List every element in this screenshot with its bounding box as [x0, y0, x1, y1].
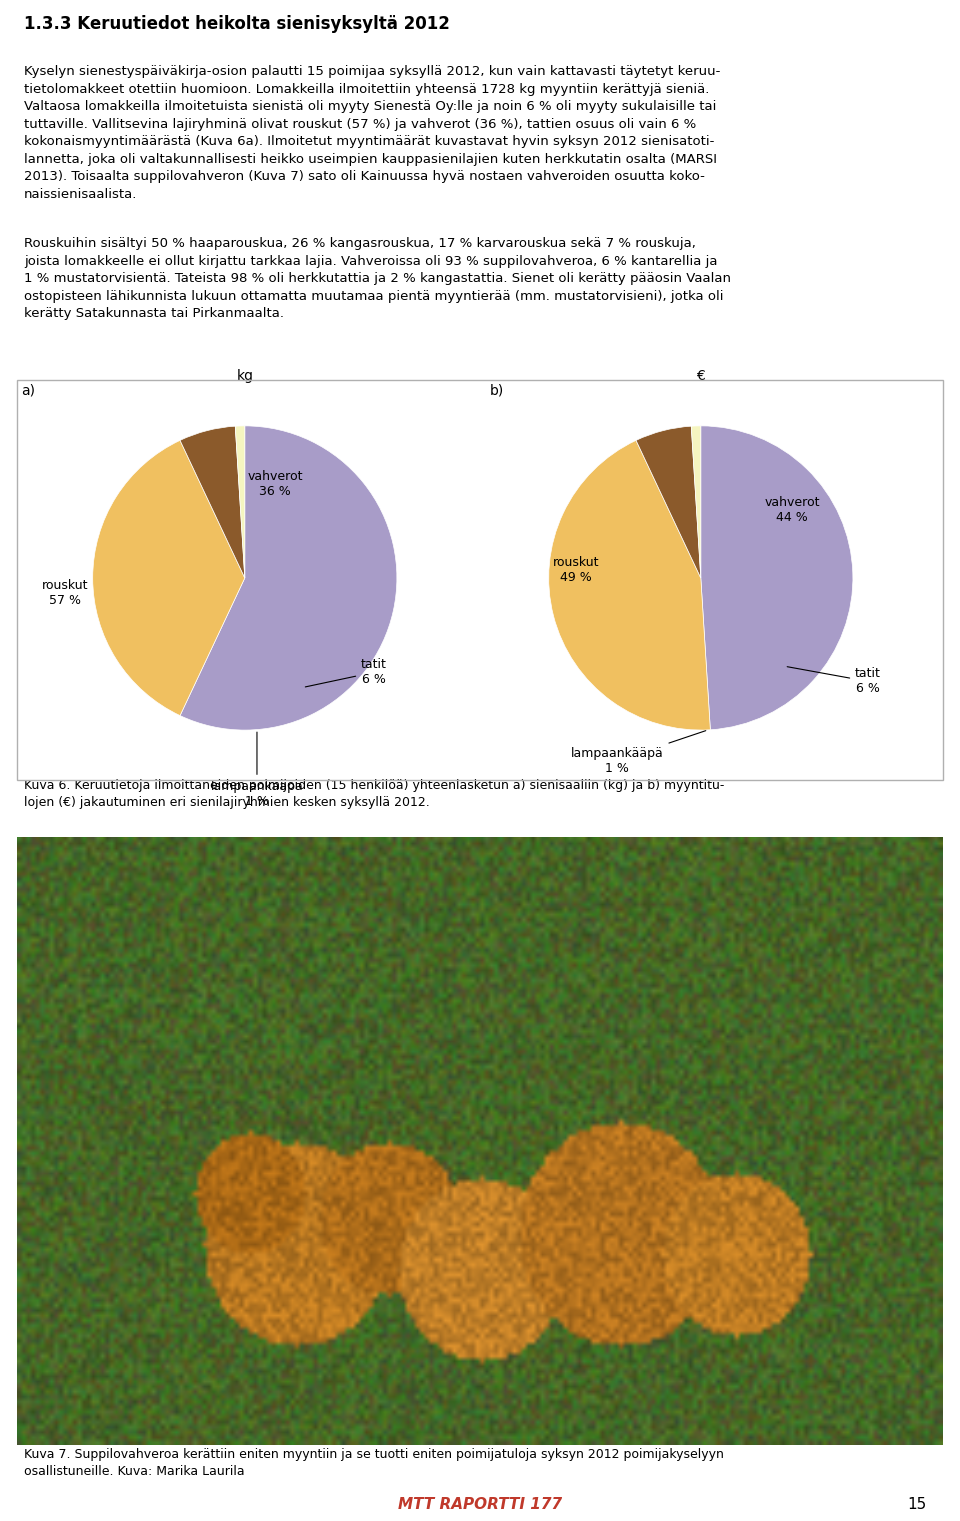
Text: 15: 15 — [907, 1497, 926, 1512]
Wedge shape — [93, 441, 245, 715]
Text: rouskut
57 %: rouskut 57 % — [42, 580, 88, 607]
Text: vahverot
36 %: vahverot 36 % — [248, 470, 303, 497]
Title: kg: kg — [236, 368, 253, 382]
Text: tatit
6 %: tatit 6 % — [787, 666, 881, 695]
Text: 1.3.3 Keruutiedot heikolta sienisyksyltä 2012: 1.3.3 Keruutiedot heikolta sienisyksyltä… — [24, 15, 450, 33]
Text: a): a) — [21, 383, 36, 397]
Text: b): b) — [490, 383, 504, 397]
Text: Kyselyn sienestyspäiväkirja-osion palautti 15 poimijaa syksyllä 2012, kun vain k: Kyselyn sienestyspäiväkirja-osion palaut… — [24, 65, 720, 201]
Text: Kuva 7. Suppilovahveroa kerättiin eniten myyntiin ja se tuotti eniten poimijatul: Kuva 7. Suppilovahveroa kerättiin eniten… — [24, 1448, 724, 1478]
Wedge shape — [549, 441, 710, 730]
Wedge shape — [235, 426, 245, 578]
Wedge shape — [701, 426, 852, 730]
Text: vahverot
44 %: vahverot 44 % — [764, 496, 820, 523]
Wedge shape — [180, 426, 396, 730]
Text: rouskut
49 %: rouskut 49 % — [553, 557, 599, 584]
Wedge shape — [691, 426, 701, 578]
Wedge shape — [180, 426, 245, 578]
Text: Rouskuihin sisältyi 50 % haaparouskua, 26 % kangasrouskua, 17 % karvarouskua sek: Rouskuihin sisältyi 50 % haaparouskua, 2… — [24, 237, 731, 321]
Text: lampaankääpä
1 %: lampaankääpä 1 % — [571, 730, 706, 774]
Text: MTT RAPORTTI 177: MTT RAPORTTI 177 — [398, 1497, 562, 1512]
Title: €: € — [696, 368, 706, 382]
Text: tatit
6 %: tatit 6 % — [305, 659, 387, 687]
Wedge shape — [636, 426, 701, 578]
Text: lampaankääpä
1 %: lampaankääpä 1 % — [210, 732, 303, 808]
Text: Kuva 6. Keruutietoja ilmoittaneiden poimijoiden (15 henkilöä) yhteenlasketun a) : Kuva 6. Keruutietoja ilmoittaneiden poim… — [24, 779, 725, 809]
